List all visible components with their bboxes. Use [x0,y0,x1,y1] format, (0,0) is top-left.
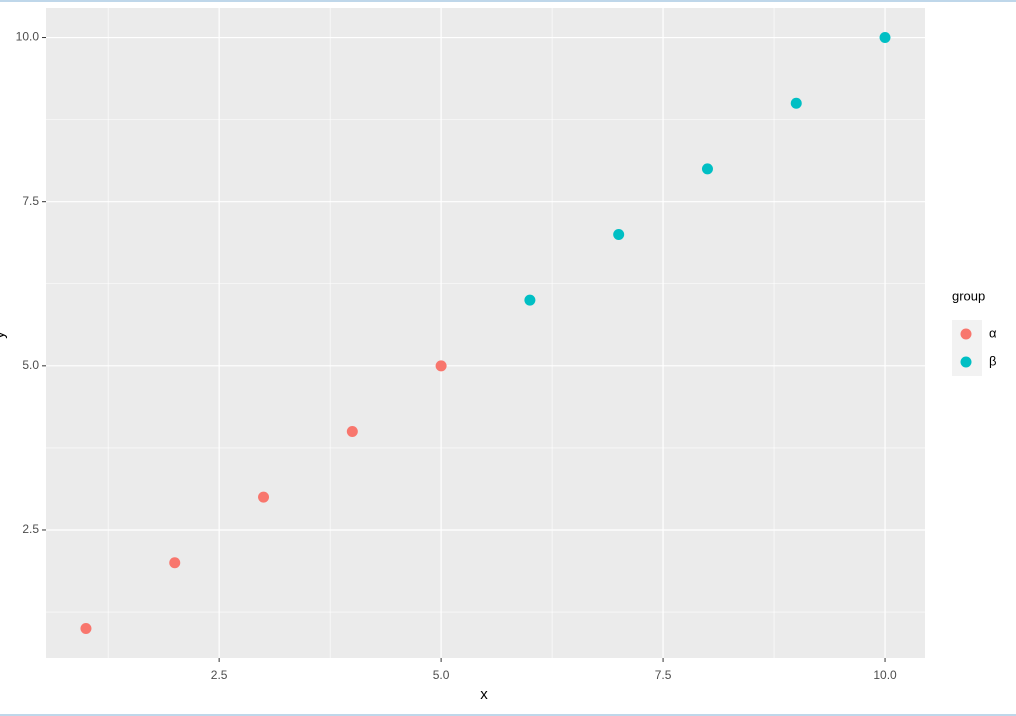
y-tick-label: 5.0 [22,358,39,372]
y-tick-label: 2.5 [22,522,39,536]
x-tick-label: 7.5 [655,668,672,682]
point [258,491,270,503]
legend-key-background [952,320,982,376]
point [879,32,891,44]
x-axis-title: x [480,686,488,703]
legend-marker [960,328,972,340]
y-tick-label: 10.0 [16,30,40,44]
point [80,622,92,634]
point [169,557,181,569]
legend-label: α [989,325,997,340]
y-axis-title: y [0,331,8,339]
legend-title: group [952,288,985,303]
point [435,360,447,372]
plot-panel [46,8,925,658]
y-tick-label: 7.5 [22,194,39,208]
x-tick-label: 10.0 [873,668,897,682]
legend-marker [960,356,972,368]
point [701,163,713,175]
legend-label: β [989,353,996,368]
point [524,294,536,306]
point [613,229,625,241]
point [790,97,802,109]
x-tick-label: 2.5 [211,668,228,682]
point [346,425,358,437]
x-tick-label: 5.0 [433,668,450,682]
